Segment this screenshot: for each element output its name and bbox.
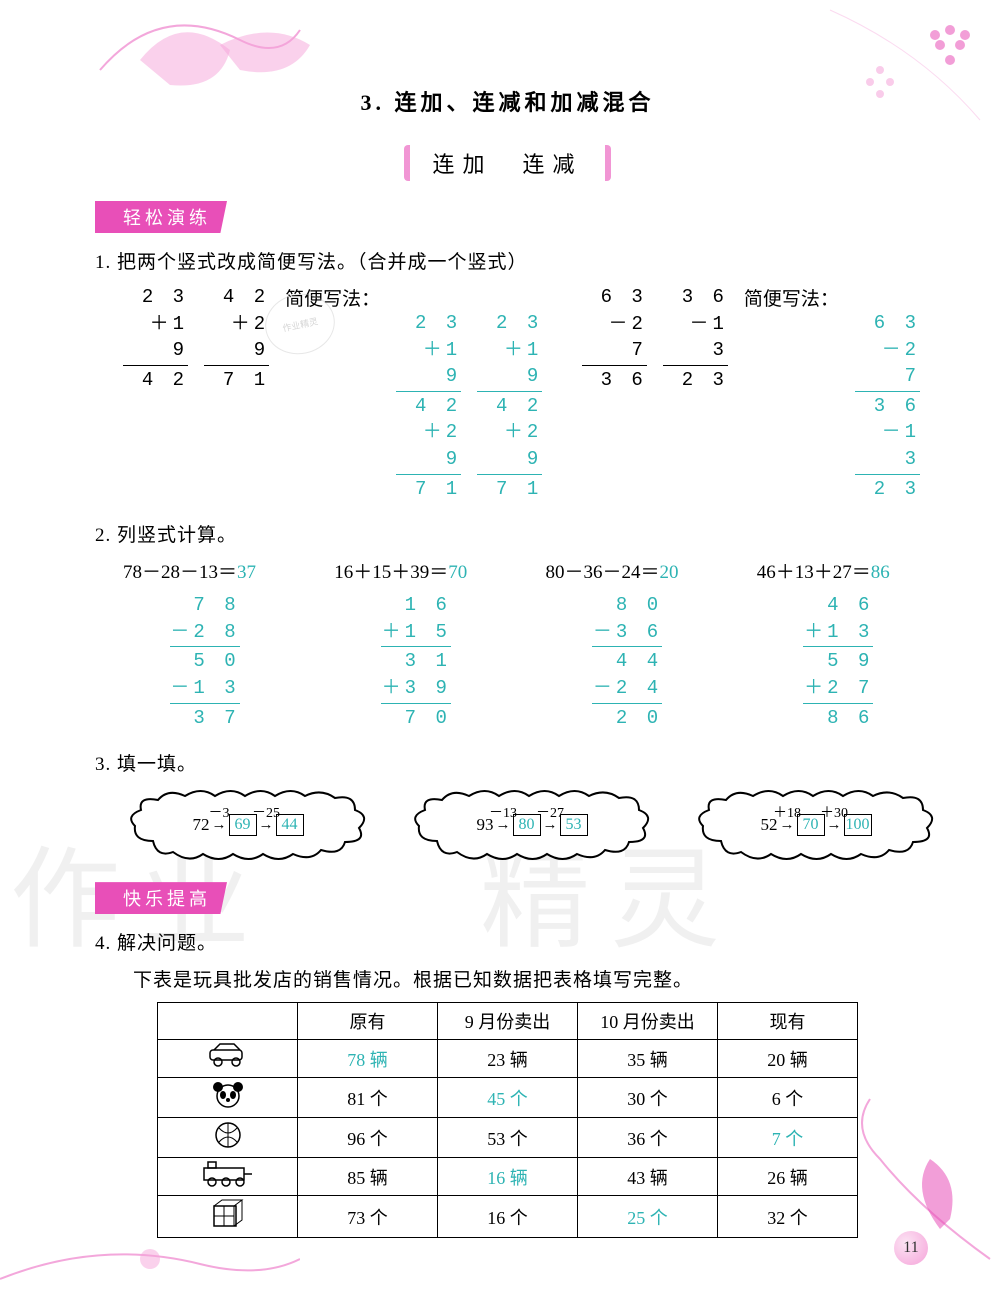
table-header: 9 月份卖出 xyxy=(438,1003,578,1040)
table-cell: 81 个 xyxy=(298,1078,438,1118)
banner-happy-improve: 快乐提高 xyxy=(95,882,227,914)
q4-text: 4. 解决问题。 xyxy=(95,928,920,955)
q3-text: 3. 填一填。 xyxy=(95,749,920,776)
q3-cloud: 72→－369→－2544 xyxy=(123,786,373,864)
q1-right-calc-a: 6 3－2 73 6 xyxy=(582,284,647,393)
table-header: 现有 xyxy=(718,1003,858,1040)
car-icon xyxy=(158,1040,298,1078)
q2-item: 80－36－24＝208 0－3 64 4－2 42 0 xyxy=(546,557,709,731)
table-cell: 45 个 xyxy=(438,1078,578,1118)
table-row: 96 个53 个36 个7 个 xyxy=(158,1118,858,1158)
cube-icon xyxy=(158,1196,298,1238)
q1-label-right: 简便写法： xyxy=(744,284,839,311)
table-cell: 23 辆 xyxy=(438,1040,578,1078)
table-header: 10 月份卖出 xyxy=(578,1003,718,1040)
table-cell: 26 辆 xyxy=(718,1158,858,1196)
table-cell: 25 个 xyxy=(578,1196,718,1238)
table-cell: 96 个 xyxy=(298,1118,438,1158)
banner-easy-practice: 轻松演练 xyxy=(95,201,227,233)
table-cell: 53 个 xyxy=(438,1118,578,1158)
q1-right-calc-b: 3 6－1 32 3 xyxy=(663,284,728,393)
table-cell: 32 个 xyxy=(718,1196,858,1238)
ball-icon xyxy=(158,1118,298,1158)
table-cell: 16 辆 xyxy=(438,1158,578,1196)
train-icon xyxy=(158,1158,298,1196)
table-cell: 36 个 xyxy=(578,1118,718,1158)
table-cell: 35 辆 xyxy=(578,1040,718,1078)
q1-left-answer-a: 2 3＋1 94 2＋2 97 1 xyxy=(396,310,461,502)
table-cell: 30 个 xyxy=(578,1078,718,1118)
q2-item: 16＋15＋39＝701 6＋1 53 1＋3 97 0 xyxy=(334,557,497,731)
table-cell: 85 辆 xyxy=(298,1158,438,1196)
table-cell: 6 个 xyxy=(718,1078,858,1118)
q3-cloud: 93→－1380→－2753 xyxy=(407,786,657,864)
q4-desc: 下表是玩具批发店的销售情况。根据已知数据把表格填写完整。 xyxy=(95,965,920,992)
table-row: 85 辆16 辆43 辆26 辆 xyxy=(158,1158,858,1196)
q3-cloud: 52→＋1870→＋30100 xyxy=(691,786,941,864)
table-cell: 73 个 xyxy=(298,1196,438,1238)
page-number: 11 xyxy=(894,1231,928,1265)
table-row: 73 个16 个25 个32 个 xyxy=(158,1196,858,1238)
table-row: 81 个45 个30 个6 个 xyxy=(158,1078,858,1118)
q1-left-answer-b: 2 3＋1 94 2＋2 97 1 xyxy=(477,310,542,502)
chapter-title: 3. 连加、连减和加减混合 xyxy=(95,85,920,117)
table-cell: 43 辆 xyxy=(578,1158,718,1196)
table-cell: 20 辆 xyxy=(718,1040,858,1078)
q1-left-calc-a: 2 3＋1 94 2 xyxy=(123,284,188,393)
q2-item: 78－28－13＝377 8－2 85 0－1 33 7 xyxy=(123,557,286,731)
q1-left-calc-b: 4 2＋2 97 1 xyxy=(204,284,269,393)
q2-item: 46＋13＋27＝864 6＋1 35 9＋2 78 6 xyxy=(757,557,920,731)
section-subtitle: 连加 连减 xyxy=(412,145,602,181)
q1-text: 1. 把两个竖式改成简便写法。（合并成一个竖式） xyxy=(95,247,920,274)
q4-table: 原有9 月份卖出10 月份卖出现有78 辆23 辆35 辆20 辆81 个45 … xyxy=(157,1002,858,1238)
table-header xyxy=(158,1003,298,1040)
table-cell: 16 个 xyxy=(438,1196,578,1238)
panda-icon xyxy=(158,1078,298,1118)
table-cell: 7 个 xyxy=(718,1118,858,1158)
q1-right-answer: 6 3－2 73 6－1 32 3 xyxy=(855,310,920,502)
table-header: 原有 xyxy=(298,1003,438,1040)
table-cell: 78 辆 xyxy=(298,1040,438,1078)
q2-text: 2. 列竖式计算。 xyxy=(95,520,920,547)
table-row: 78 辆23 辆35 辆20 辆 xyxy=(158,1040,858,1078)
